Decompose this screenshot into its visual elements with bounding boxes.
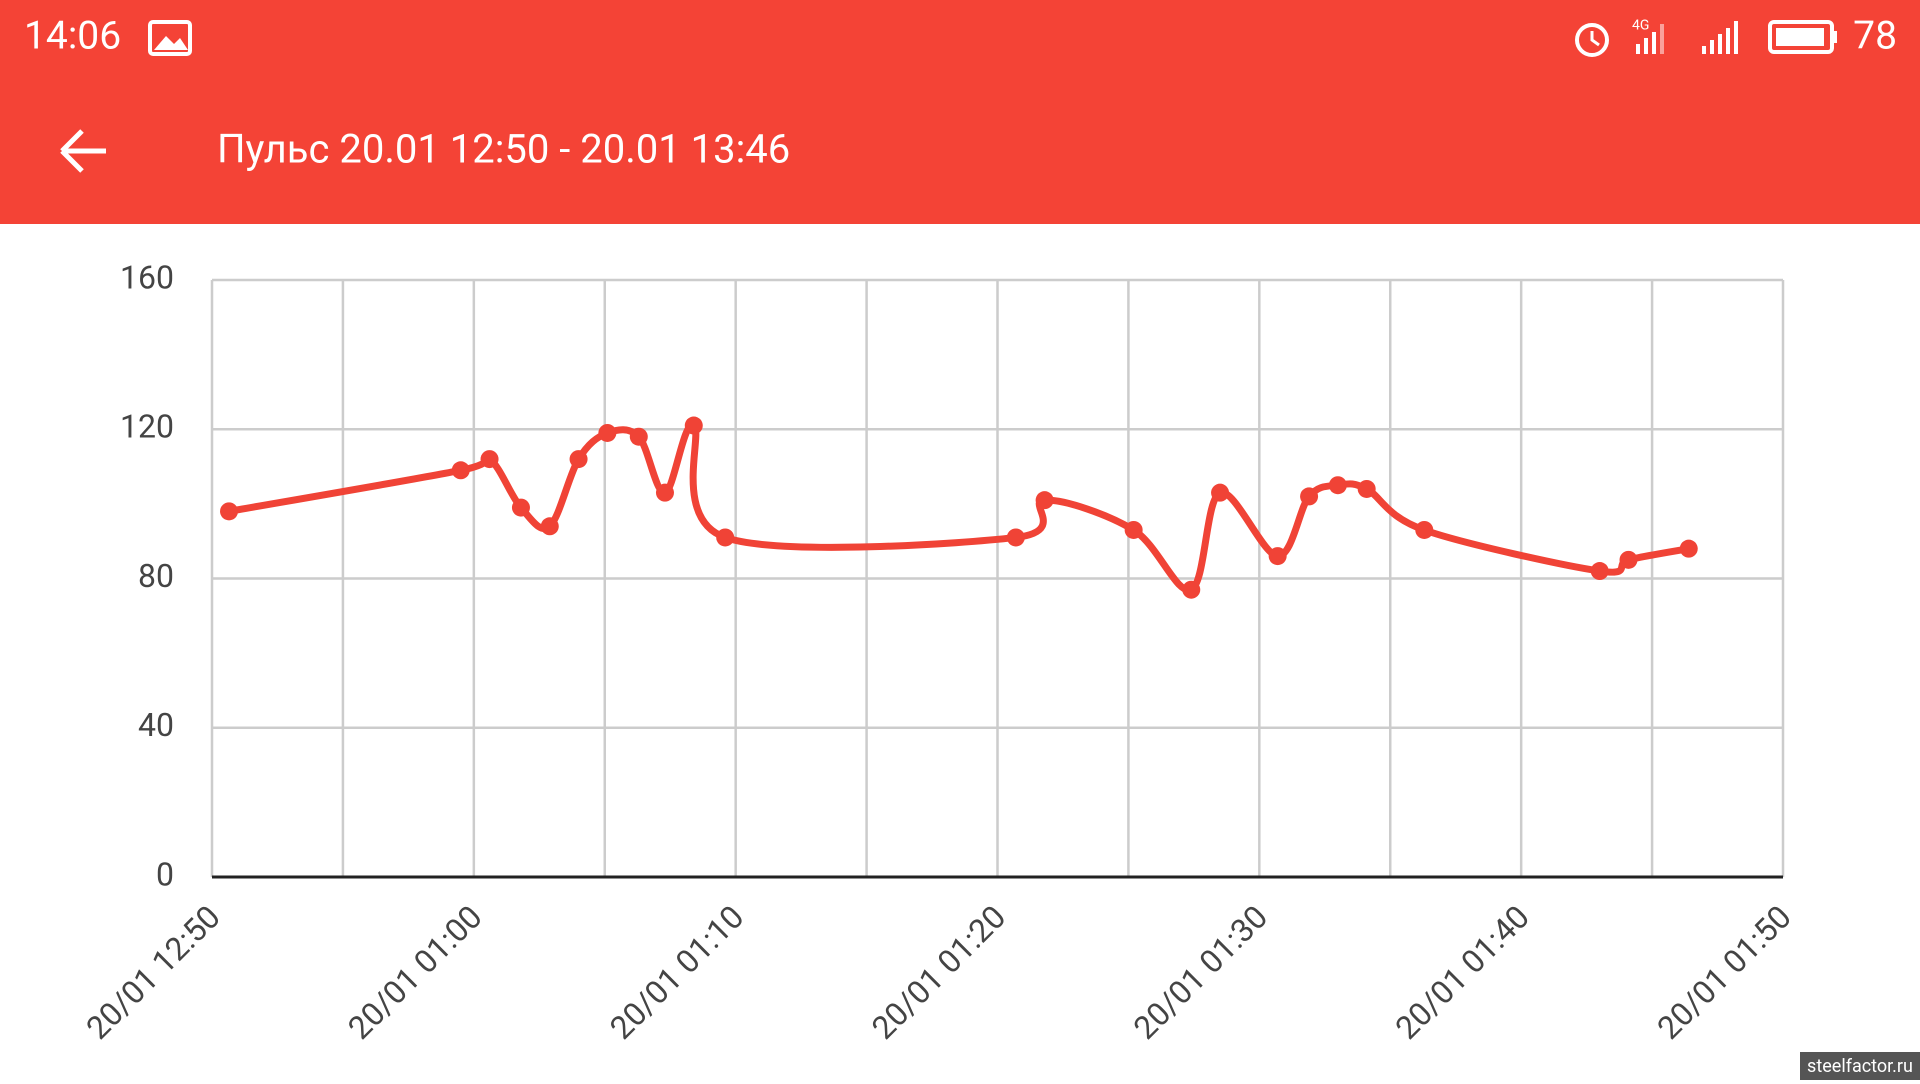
point [1035, 491, 1054, 510]
point [1590, 562, 1609, 581]
x-tick-label: 20/01 12:50 [79, 898, 228, 1047]
point [598, 423, 617, 442]
app-bar-bg [0, 0, 1920, 224]
point [1679, 539, 1698, 558]
point [629, 427, 648, 446]
x-tick-label: 20/01 01:40 [1388, 898, 1537, 1047]
point [655, 483, 674, 502]
point [569, 450, 588, 469]
point [1619, 550, 1638, 569]
chart: 0 40 80 120 160 20/01 12:50 20/01 01:00 20/01 0… [79, 258, 1799, 1046]
point [716, 528, 735, 547]
point [540, 517, 559, 536]
point [1357, 479, 1376, 498]
watermark-bg [1800, 1052, 1920, 1080]
x-tick-label: 20/01 01:50 [1650, 898, 1799, 1047]
back-button[interactable] [60, 129, 106, 173]
point [1268, 547, 1287, 566]
y-tick-label: 0 [156, 855, 174, 893]
line [228, 421, 1690, 594]
point [480, 450, 499, 469]
x-tick-label: 20/01 01:00 [340, 898, 489, 1047]
gallery-icon [148, 20, 192, 56]
point [1211, 483, 1230, 502]
y-tick-label: 40 [138, 706, 174, 744]
app-bar-title: Пульс 20.01 12:50 - 20.01 13:46 [217, 126, 790, 173]
point [511, 498, 530, 517]
point [1182, 580, 1201, 599]
svg-text:4G: 4G [1632, 18, 1649, 34]
point [1300, 487, 1319, 506]
watermark: steelfactor.ru [1807, 1056, 1913, 1077]
point [684, 416, 703, 435]
y-tick-label: 80 [138, 557, 174, 595]
y-tick-label: 120 [120, 408, 174, 446]
x-tick-label: 20/01 01:30 [1126, 898, 1275, 1047]
battery-level: 78 [1853, 12, 1897, 58]
status-time: 14:06 [24, 12, 121, 58]
point [1328, 476, 1347, 495]
point [1415, 520, 1434, 539]
point [1006, 528, 1025, 547]
point [220, 502, 239, 521]
y-tick-label: 160 [120, 258, 174, 296]
point [451, 461, 470, 480]
status-icons: 4G [1575, 18, 1837, 57]
x-tick-label: 20/01 01:10 [602, 898, 751, 1047]
x-tick-label: 20/01 01:20 [864, 898, 1013, 1047]
point [1124, 520, 1143, 539]
